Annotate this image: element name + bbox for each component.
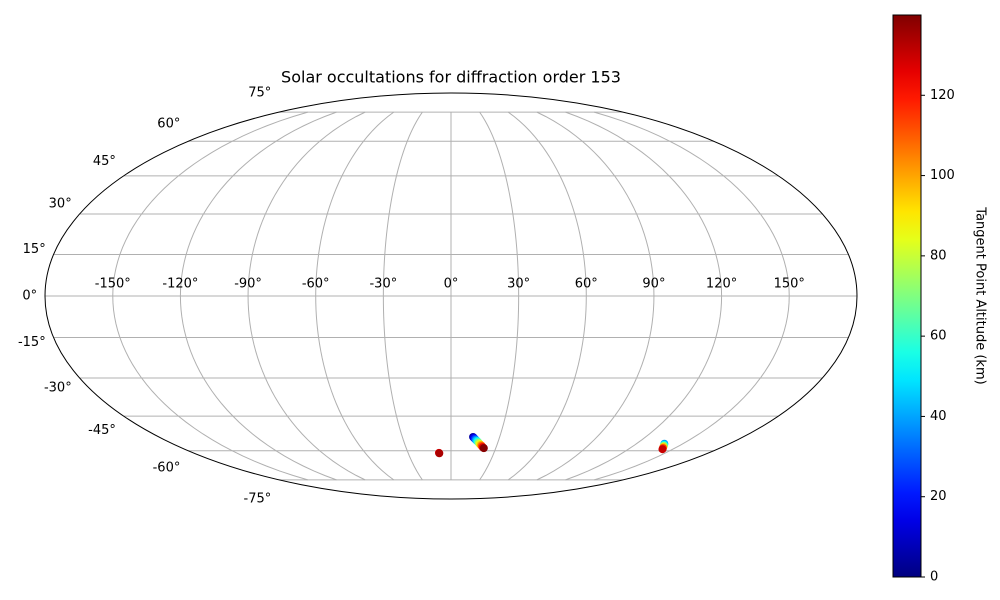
colorbar-tick-label: 120 <box>930 88 955 103</box>
colorbar-tick-label: 80 <box>930 248 947 263</box>
colorbar-tick-label: 0 <box>930 570 938 585</box>
y-tick-label: 60° <box>157 116 180 131</box>
point <box>435 449 444 458</box>
x-tick-label: 120° <box>706 277 737 292</box>
y-tick-label: -30° <box>44 380 72 395</box>
y-tick-label: -15° <box>18 335 46 350</box>
grid-line <box>565 111 723 481</box>
grid-line <box>179 111 337 481</box>
grid-line <box>593 111 790 481</box>
y-tick-label: 45° <box>93 154 116 169</box>
y-tick-label: 0° <box>22 289 37 304</box>
x-tick-label: -60° <box>302 277 330 292</box>
grid-line <box>112 111 309 481</box>
grid-line <box>479 111 520 481</box>
grid-line <box>247 111 366 481</box>
colorbar-tick-label: 60 <box>930 329 947 344</box>
x-tick-label: 90° <box>642 277 665 292</box>
chart-title: Solar occultations for diffraction order… <box>281 68 621 87</box>
grid-line <box>536 111 655 481</box>
map-boundary <box>44 92 858 500</box>
colorbar-tick-label: 40 <box>930 409 947 424</box>
y-tick-label: 75° <box>248 85 271 100</box>
y-tick-label: 15° <box>23 242 46 257</box>
x-tick-label: -30° <box>369 277 397 292</box>
grid-line <box>315 111 395 481</box>
x-tick-label: 0° <box>444 277 459 292</box>
colorbar-label: Tangent Point Altitude (km) <box>973 206 988 384</box>
point <box>479 444 488 453</box>
x-tick-label: 60° <box>575 277 598 292</box>
y-tick-label: -75° <box>244 492 272 507</box>
colorbar <box>892 14 922 578</box>
point <box>658 445 667 454</box>
grid-line <box>507 111 587 481</box>
x-tick-label: -90° <box>234 277 262 292</box>
y-tick-label: -45° <box>88 423 116 438</box>
x-tick-label: 150° <box>774 277 805 292</box>
colorbar-tick-label: 20 <box>930 489 947 504</box>
grid <box>45 111 857 481</box>
x-tick-label: 30° <box>507 277 530 292</box>
y-tick-label: 30° <box>49 197 72 212</box>
colorbar-tick-label: 100 <box>930 168 955 183</box>
x-tick-label: -120° <box>162 277 198 292</box>
x-tick-label: -150° <box>95 277 131 292</box>
grid-line <box>382 111 423 481</box>
y-tick-label: -60° <box>153 461 181 476</box>
